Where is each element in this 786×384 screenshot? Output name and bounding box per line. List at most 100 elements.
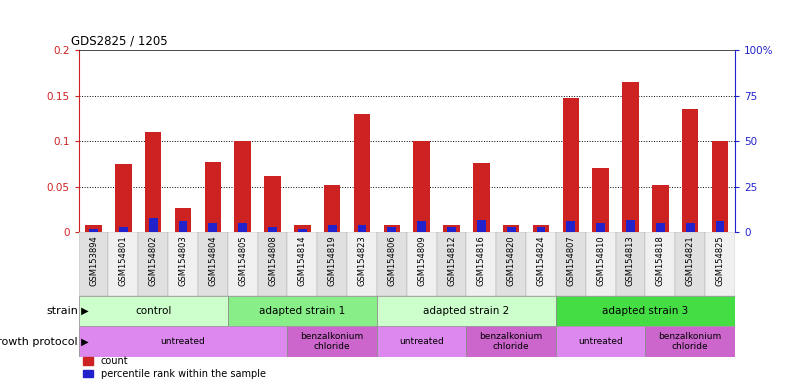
Bar bbox=[86, 225, 101, 232]
Bar bbox=[645, 326, 735, 357]
Bar bbox=[507, 227, 516, 232]
Bar bbox=[556, 296, 735, 326]
Bar bbox=[503, 225, 520, 232]
Bar bbox=[712, 141, 728, 232]
Bar bbox=[119, 227, 128, 232]
Bar bbox=[268, 227, 277, 232]
Bar bbox=[358, 225, 366, 232]
Bar bbox=[294, 225, 310, 232]
Bar bbox=[79, 326, 288, 357]
Text: adapted strain 3: adapted strain 3 bbox=[602, 306, 689, 316]
Bar bbox=[328, 225, 336, 232]
Text: ▶: ▶ bbox=[78, 337, 89, 347]
Bar bbox=[626, 220, 635, 232]
Text: benzalkonium
chloride: benzalkonium chloride bbox=[479, 332, 543, 351]
Bar bbox=[204, 162, 221, 232]
Bar bbox=[377, 232, 407, 296]
Text: ▶: ▶ bbox=[78, 306, 89, 316]
Text: GSM154818: GSM154818 bbox=[656, 235, 665, 286]
Bar bbox=[652, 185, 669, 232]
Bar bbox=[264, 176, 281, 232]
Bar bbox=[533, 225, 549, 232]
Bar bbox=[288, 326, 377, 357]
Text: adapted strain 2: adapted strain 2 bbox=[424, 306, 509, 316]
Text: GSM154819: GSM154819 bbox=[328, 235, 336, 286]
Text: benzalkonium
chloride: benzalkonium chloride bbox=[659, 332, 722, 351]
Text: GSM154809: GSM154809 bbox=[417, 235, 426, 286]
Bar bbox=[556, 232, 586, 296]
Bar bbox=[447, 227, 456, 232]
Bar bbox=[208, 223, 217, 232]
Bar bbox=[537, 227, 545, 232]
Bar bbox=[656, 223, 665, 232]
Bar bbox=[149, 218, 158, 232]
Bar bbox=[79, 232, 108, 296]
Text: GSM154808: GSM154808 bbox=[268, 235, 277, 286]
Bar bbox=[567, 221, 575, 232]
Text: GSM154816: GSM154816 bbox=[477, 235, 486, 286]
Text: GSM154807: GSM154807 bbox=[567, 235, 575, 286]
Text: GSM154803: GSM154803 bbox=[178, 235, 188, 286]
Bar bbox=[466, 232, 496, 296]
Bar bbox=[384, 225, 400, 232]
Bar bbox=[115, 164, 131, 232]
Text: GSM154801: GSM154801 bbox=[119, 235, 128, 286]
Bar bbox=[593, 169, 609, 232]
Text: GSM154813: GSM154813 bbox=[626, 235, 635, 286]
Text: GSM154806: GSM154806 bbox=[387, 235, 396, 286]
Bar bbox=[443, 225, 460, 232]
Text: GSM154825: GSM154825 bbox=[715, 235, 725, 286]
Text: strain: strain bbox=[46, 306, 78, 316]
Text: GSM154824: GSM154824 bbox=[537, 235, 545, 286]
Bar bbox=[675, 232, 705, 296]
Bar bbox=[318, 232, 347, 296]
Bar bbox=[413, 141, 430, 232]
Text: GSM154821: GSM154821 bbox=[685, 235, 695, 286]
Text: GSM154810: GSM154810 bbox=[596, 235, 605, 286]
Bar bbox=[145, 132, 161, 232]
Bar bbox=[597, 223, 605, 232]
Bar bbox=[79, 296, 228, 326]
Bar bbox=[477, 220, 486, 232]
Bar bbox=[234, 141, 251, 232]
Text: growth protocol: growth protocol bbox=[0, 337, 78, 347]
Text: untreated: untreated bbox=[578, 337, 623, 346]
Bar bbox=[496, 232, 526, 296]
Text: GSM154804: GSM154804 bbox=[208, 235, 218, 286]
Bar bbox=[387, 227, 396, 232]
Bar bbox=[377, 326, 466, 357]
Bar bbox=[228, 232, 258, 296]
Bar bbox=[298, 229, 307, 232]
Bar bbox=[89, 229, 98, 232]
Bar bbox=[347, 232, 377, 296]
Bar bbox=[436, 232, 466, 296]
Text: GSM154820: GSM154820 bbox=[507, 235, 516, 286]
Text: control: control bbox=[135, 306, 171, 316]
Bar bbox=[258, 232, 288, 296]
Bar bbox=[168, 232, 198, 296]
Bar bbox=[645, 232, 675, 296]
Bar bbox=[685, 223, 695, 232]
Bar bbox=[288, 232, 318, 296]
Bar bbox=[417, 221, 426, 232]
Text: untreated: untreated bbox=[160, 337, 205, 346]
Bar bbox=[138, 232, 168, 296]
Bar bbox=[407, 232, 436, 296]
Text: adapted strain 1: adapted strain 1 bbox=[259, 306, 346, 316]
Bar bbox=[473, 163, 490, 232]
Bar bbox=[615, 232, 645, 296]
Bar bbox=[563, 98, 579, 232]
Bar bbox=[178, 221, 188, 232]
Text: GSM154823: GSM154823 bbox=[358, 235, 366, 286]
Bar bbox=[623, 82, 639, 232]
Bar bbox=[324, 185, 340, 232]
Bar bbox=[466, 326, 556, 357]
Bar bbox=[526, 232, 556, 296]
Bar bbox=[228, 296, 377, 326]
Text: GSM154814: GSM154814 bbox=[298, 235, 307, 286]
Bar bbox=[705, 232, 735, 296]
Legend: count, percentile rank within the sample: count, percentile rank within the sample bbox=[83, 356, 266, 379]
Text: untreated: untreated bbox=[399, 337, 444, 346]
Bar bbox=[108, 232, 138, 296]
Text: GSM154802: GSM154802 bbox=[149, 235, 158, 286]
